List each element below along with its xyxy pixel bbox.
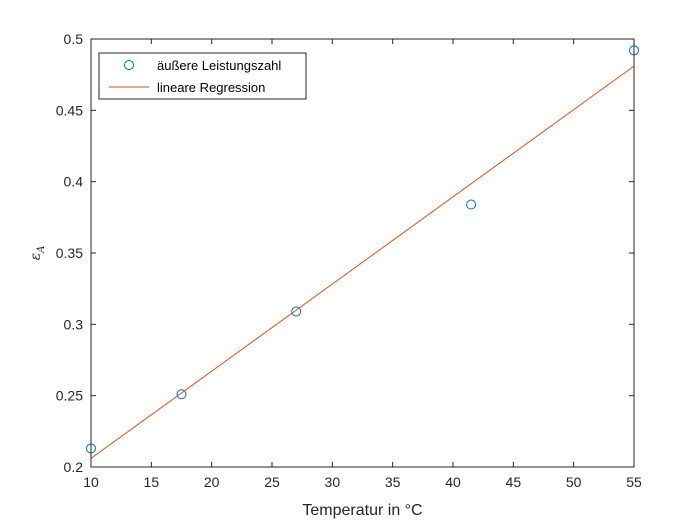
x-tick-label: 30: [325, 474, 341, 490]
x-tick-label: 15: [144, 474, 160, 490]
legend: äußere Leistungszahl lineare Regression: [98, 52, 307, 100]
data-point: [291, 306, 302, 317]
x-axis-label: Temperatur in °C: [302, 502, 422, 519]
y-axis-label-main: ε: [28, 253, 44, 261]
y-tick-label: 0.45: [56, 102, 83, 118]
legend-label: äußere Leistungszahl: [157, 58, 281, 73]
data-point: [176, 389, 187, 400]
y-tick-label: 0.3: [64, 316, 84, 332]
y-tick-label: 0.4: [64, 174, 84, 190]
y-tick-label: 0.25: [56, 388, 83, 404]
legend-marker-swatch: [124, 60, 134, 70]
data-point: [466, 199, 477, 210]
plot-background: [91, 39, 634, 467]
y-tick-label: 0.5: [64, 31, 84, 47]
x-tick-label: 25: [264, 474, 280, 490]
y-tick-label: 0.35: [56, 245, 83, 261]
x-tick-label: 10: [83, 474, 99, 490]
x-tick-label: 45: [506, 474, 522, 490]
x-tick-label: 55: [626, 474, 642, 490]
x-tick-label: 40: [445, 474, 461, 490]
legend-box: [98, 52, 307, 100]
x-tick-label: 50: [566, 474, 582, 490]
y-axis-label-text: εA: [28, 246, 47, 261]
x-tick-label: 35: [385, 474, 401, 490]
axes: 10 15 20 25 30 35 40 45 50 55 0.2 0.25 0.3 0.35 0.4 0.4…: [56, 31, 642, 490]
x-tick-label: 20: [204, 474, 220, 490]
regression-line: [90, 65, 635, 459]
y-tick-label: 0.2: [64, 459, 84, 475]
y-axis-label: εA: [28, 246, 47, 261]
y-axis-label-subscript: A: [36, 246, 47, 254]
legend-label: lineare Regression: [157, 80, 265, 95]
